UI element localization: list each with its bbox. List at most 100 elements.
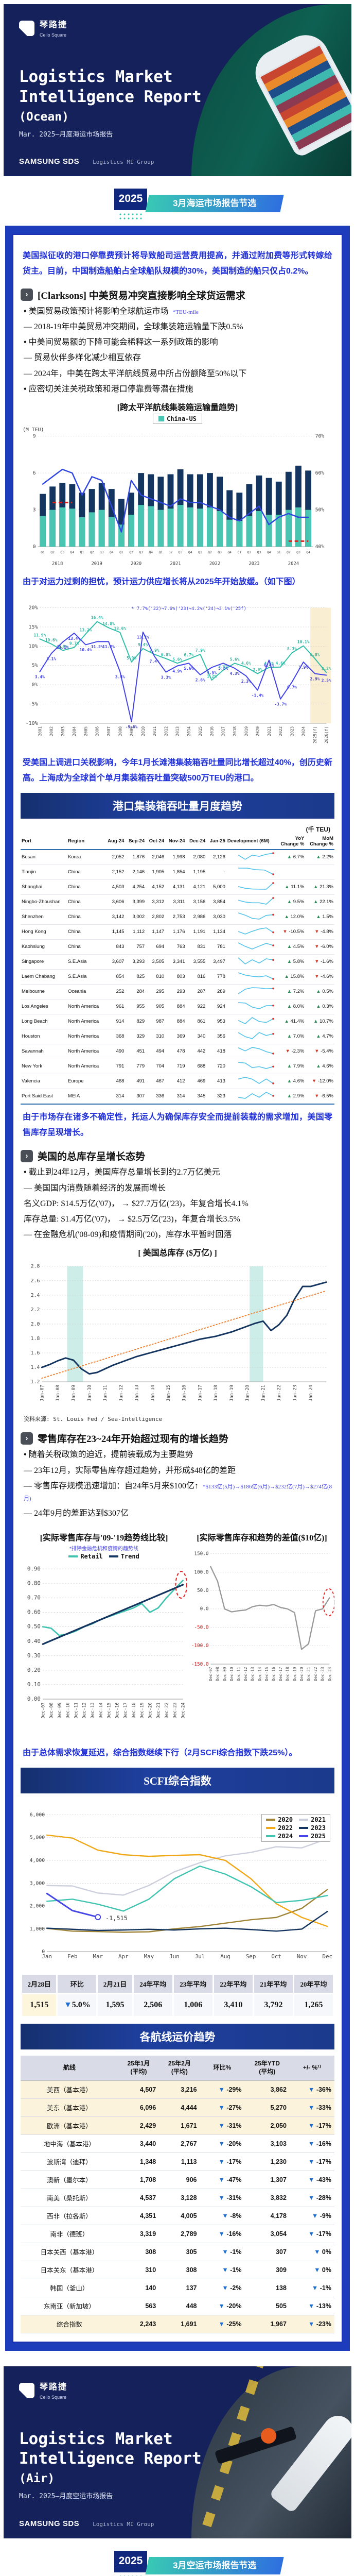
svg-text:Q2: Q2 bbox=[287, 550, 291, 554]
svg-text:Q3: Q3 bbox=[60, 550, 64, 554]
table-row: New York North America 791 779 704 719 688 720 ▲… bbox=[21, 1059, 334, 1074]
svg-text:100.0: 100.0 bbox=[194, 1570, 209, 1575]
change-cell: ▼ -27% bbox=[200, 2098, 245, 2117]
change-cell bbox=[276, 865, 306, 880]
development-sparkline bbox=[238, 852, 274, 860]
bullet-item: — 24年9月的差距达到$307亿 bbox=[24, 1509, 129, 1518]
svg-text:2023: 2023 bbox=[248, 561, 259, 566]
table-cell: China bbox=[66, 865, 104, 880]
svg-text:Q4: Q4 bbox=[306, 550, 310, 554]
table-cell: 719 bbox=[165, 1059, 186, 1074]
table-cell: North America bbox=[66, 1029, 104, 1044]
column-header: 2月21日 bbox=[96, 1973, 134, 1995]
table-cell: 442 bbox=[186, 1044, 207, 1059]
svg-text:Dec-17: Dec-17 bbox=[278, 1667, 283, 1681]
table-cell: 314 bbox=[104, 1089, 126, 1105]
value-cell: 3,792 bbox=[252, 1993, 294, 2018]
svg-text:Dec-13: Dec-13 bbox=[91, 1703, 96, 1719]
svg-text:Q2: Q2 bbox=[247, 550, 252, 554]
inventory-paragraph: 由于市场存在诸多不确定性，托运人为确保库存安全而提前装载的需求增加，美国零售库存… bbox=[23, 1112, 332, 1137]
svg-text:Dec-12: Dec-12 bbox=[82, 1703, 87, 1719]
legend-item: 2024 bbox=[266, 1833, 293, 1840]
svg-text:15%: 15% bbox=[29, 624, 38, 630]
us-inventory-bullets: 截止到24年12月，美国库存总量增长到约2.7万亿美元 — 美国国内消费随着经济的… bbox=[21, 1166, 334, 1241]
svg-text:6,000: 6,000 bbox=[30, 1812, 45, 1818]
table-cell: 310 bbox=[146, 1029, 166, 1044]
svg-text:Dec-18: Dec-18 bbox=[286, 1667, 290, 1682]
development-sparkline bbox=[238, 987, 274, 994]
svg-text:Q1: Q1 bbox=[41, 550, 45, 554]
development-sparkline bbox=[238, 1047, 274, 1055]
svg-text:0: 0 bbox=[33, 544, 36, 550]
change-cell: ▲ 7.2% bbox=[276, 984, 306, 999]
table-cell: 1,998 bbox=[165, 849, 186, 865]
table-cell: 323 bbox=[206, 1089, 226, 1105]
table-cell: 1,147 bbox=[146, 924, 166, 940]
chevron-right-icon: › bbox=[21, 289, 33, 301]
chevron-right-icon: › bbox=[21, 1432, 33, 1445]
ocean-section-badge: 2025 3月海运市场报告节选 bbox=[0, 189, 355, 222]
transpacific-svg: 0 3 6 9 40% 50% 60% 70% (M TEU) Q1 Q2 Q3 Q4 Q1 Q2 Q3 Q4 Q… bbox=[23, 427, 325, 567]
report-subtitle: Mar. 2025—月度空运市场报告 bbox=[19, 2493, 113, 2501]
svg-text:2.3%: 2.3% bbox=[241, 679, 251, 684]
table-cell: 418 bbox=[206, 1044, 226, 1059]
change-cell: ▲ 8.0% bbox=[276, 999, 306, 1014]
svg-text:2001: 2001 bbox=[38, 726, 42, 736]
table-cell: 1,671 bbox=[159, 2116, 200, 2135]
change-cell: ▼ -8% bbox=[200, 2207, 245, 2225]
change-cell: ▼ -16% bbox=[289, 2134, 334, 2153]
table-cell: New York bbox=[21, 1059, 67, 1074]
table-cell: 3,128 bbox=[159, 2189, 200, 2207]
table-cell: 4,121 bbox=[186, 879, 207, 895]
table-cell: 293 bbox=[165, 984, 186, 999]
svg-text:2,000: 2,000 bbox=[30, 1903, 45, 1909]
svg-text:Dec-15: Dec-15 bbox=[264, 1667, 269, 1681]
table-cell: 4,537 bbox=[118, 2189, 159, 2207]
retail-vs-trend-chart: [实际零售库存与'09-'19趋势线比较] *排除金融危机和疫情的趋势线 Retai… bbox=[21, 1529, 188, 1736]
svg-text:2.9%: 2.9% bbox=[310, 676, 320, 681]
table-cell: 欧洲（基本港） bbox=[21, 2116, 118, 2135]
svg-text:1.2%: 1.2% bbox=[207, 674, 217, 679]
report-scope: (Air) bbox=[19, 2472, 55, 2486]
clarksons-section-heading: › [Clarksons] 中美贸易冲突直接影响全球货运需求 bbox=[21, 288, 334, 302]
svg-text:* 7.7%('22)→7.6%('23)→4.2%('24: * 7.7%('22)→7.6%('23)→4.2%('24)→3.1%('25… bbox=[131, 606, 246, 612]
svg-text:Q2: Q2 bbox=[90, 550, 94, 554]
change-cell: ▲ 21.3% bbox=[305, 879, 334, 895]
table-cell: 137 bbox=[159, 2279, 200, 2297]
svg-text:60%: 60% bbox=[315, 470, 325, 476]
svg-text:50.0: 50.0 bbox=[197, 1588, 209, 1594]
change-cell: ▼ -9% bbox=[289, 2207, 334, 2225]
bullet-item: — 2018-19年中美贸易冲突期间，全球集装箱运输量下跌0.5% bbox=[24, 322, 243, 331]
table-row: 地中海（基本港） 3,440 2,767 ▼ -20% 3,103 ▼ -16% bbox=[21, 2134, 334, 2153]
table-row: Houston North America 368 329 310 369 340 356 ▲ … bbox=[21, 1029, 334, 1044]
table-cell: 3,607 bbox=[104, 954, 126, 970]
svg-text:Jan-19: Jan-19 bbox=[229, 1385, 235, 1401]
table-cell: 3,311 bbox=[165, 894, 186, 910]
svg-text:-5%: -5% bbox=[29, 701, 38, 707]
table-cell: 289 bbox=[206, 984, 226, 999]
svg-text:11.9%: 11.9% bbox=[34, 633, 46, 637]
change-cell: ▼ -6.5% bbox=[305, 1089, 334, 1105]
table-cell: 3,854 bbox=[206, 894, 226, 910]
svg-text:0: 0 bbox=[42, 1949, 45, 1955]
table-cell: 美西（基本港） bbox=[21, 2080, 118, 2099]
table-cell: 829 bbox=[125, 1014, 146, 1029]
value-cell: 3,410 bbox=[212, 1993, 254, 2018]
table-row: Melbourne Oceania 252 284 295 293 287 289 ▲ 7.2%… bbox=[21, 984, 334, 999]
table-cell: 329 bbox=[125, 1029, 146, 1044]
table-cell: 140 bbox=[118, 2279, 159, 2297]
report-title: Logistics Market Intelligence Report bbox=[19, 67, 202, 106]
scfi-paragraph: 由于总体需求恢复延迟，综合指数继续下行（2月SCFI综合指数下跌25%）。 bbox=[23, 1749, 297, 1758]
svg-text:Dec-10: Dec-10 bbox=[229, 1667, 234, 1682]
table-cell: 757 bbox=[125, 939, 146, 955]
svg-text:Q2: Q2 bbox=[50, 550, 55, 554]
table-cell: 3,312 bbox=[146, 894, 166, 910]
svg-text:2011: 2011 bbox=[152, 726, 157, 736]
svg-text:2.0: 2.0 bbox=[31, 1321, 40, 1327]
table-cell: 3,606 bbox=[104, 894, 126, 910]
table-row: 日本关东（基本港） 310 308 ▼ -1% 309 ▼ 0% bbox=[21, 2261, 334, 2279]
table-cell: 468 bbox=[104, 1074, 126, 1089]
table-cell: 448 bbox=[159, 2297, 200, 2315]
table-cell: 4,152 bbox=[146, 879, 166, 895]
svg-text:Jan-08: Jan-08 bbox=[56, 1385, 61, 1401]
